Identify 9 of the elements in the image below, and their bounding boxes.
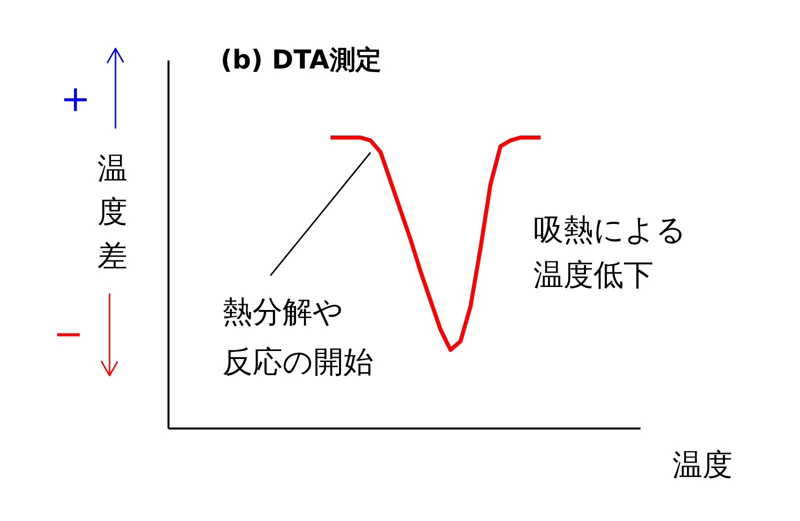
annotation: 熱分解や	[222, 295, 344, 330]
chart-title: (b) DTA測定	[220, 46, 382, 76]
annotation: 反応の開始	[222, 345, 374, 380]
text: 温度差	[98, 151, 128, 274]
text: −	[53, 314, 84, 355]
text: +	[60, 79, 91, 120]
annotation: 吸熱による	[534, 213, 686, 248]
x-axis-title: 温度	[672, 448, 732, 483]
annotation: 温度低下	[534, 258, 654, 293]
